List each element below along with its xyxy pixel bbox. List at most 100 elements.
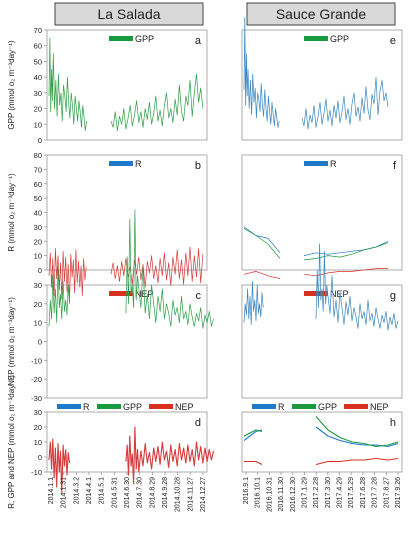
x-tick-label: 2016.9.1 <box>243 477 250 504</box>
x-tick-label: 2017.9.26 <box>395 477 402 508</box>
legend-swatch <box>57 404 81 409</box>
x-tick-label: 2014.9.28 <box>162 477 169 508</box>
x-tick-label: 2014.5.31 <box>111 477 118 508</box>
legend-label: NEP <box>175 402 194 412</box>
legend-label: GPP <box>318 402 337 412</box>
x-tick-label: 2014.4.1 <box>86 477 93 504</box>
legend-swatch <box>252 404 276 409</box>
x-tick-label: 2016.10.1 <box>255 477 262 508</box>
series-nep-line <box>48 248 87 302</box>
panel-e: GPP e <box>241 17 403 141</box>
plot-frame <box>46 29 208 141</box>
x-tick-label: 2014.1.1 <box>48 477 55 504</box>
x-tick-label: 2017.1.29 <box>301 477 308 508</box>
legend-swatch <box>344 404 368 409</box>
legend-swatch <box>304 291 328 296</box>
y-tick-label: 40 <box>34 73 42 82</box>
y-tick-label: 20 <box>34 300 42 309</box>
panel-letter: d <box>195 417 201 429</box>
x-tick-label: 2017.4.29 <box>337 477 344 508</box>
legend-swatch <box>292 404 316 409</box>
x-tick-label: 2014.5.1 <box>99 477 106 504</box>
y-tick-label: 30 <box>34 223 42 232</box>
y-axis-label: R, GPP and NEP (mmol o₂ m⁻³day⁻¹) <box>7 375 16 509</box>
x-tick-label: 2017.3.30 <box>325 477 332 508</box>
legend-label: R <box>330 159 337 169</box>
y-axis-label: GPP (mmol o₂ m⁻³day⁻¹) <box>7 40 16 130</box>
header-box <box>54 2 204 26</box>
y-tick-label: -10 <box>31 356 42 365</box>
plot-frame <box>46 154 208 271</box>
plot-frame <box>46 284 208 399</box>
series-nep-line <box>110 246 204 288</box>
plot-frame <box>241 154 403 271</box>
series-gpp-line <box>243 227 281 259</box>
y-tick-label: 10 <box>34 319 42 328</box>
legend-label: R <box>135 159 142 169</box>
series-gpp-line <box>110 73 204 131</box>
legend-label: GPP <box>330 34 349 44</box>
y-tick-label: 20 <box>34 423 42 432</box>
series-nep-line <box>125 426 215 485</box>
y-tick-label: 60 <box>34 180 42 189</box>
x-tick-label: 2014.1.31 <box>61 477 68 508</box>
legend-label: GPP <box>123 402 142 412</box>
y-axis-label: NEP (mmol o₂ m⁻³day⁻¹) <box>7 297 16 386</box>
panel-d: -10 0 10 20 30 R, GPP and NEP (mmol o₂ m⁻³day… <box>7 375 215 512</box>
y-tick-label: 20 <box>34 105 42 114</box>
y-tick-label: 30 <box>34 89 42 98</box>
x-tick-label: 2014.6.30 <box>124 477 131 508</box>
legend-label: NEP <box>330 289 349 299</box>
x-tick-label: 2017.6.28 <box>360 477 367 508</box>
series-r-line <box>315 243 399 331</box>
x-tick-label: 2014.10.28 <box>175 477 182 512</box>
column-header-sauce-grande: Sauce Grande <box>246 2 396 26</box>
panel-g: NEP g <box>241 243 403 399</box>
y-tick-label: 30 <box>34 281 42 290</box>
y-tick-label: 60 <box>34 42 42 51</box>
legend-label: GPP <box>135 34 154 44</box>
y-tick-label: 0 <box>38 453 42 462</box>
y-tick-label: 0 <box>38 338 42 347</box>
y-tick-label: 40 <box>34 209 42 218</box>
x-tick-label: 2016.10.31 <box>266 477 273 512</box>
plot-frame <box>241 284 403 399</box>
series-r-line <box>243 226 281 254</box>
column-header-la-salada: La Salada <box>54 2 204 26</box>
legend-swatch <box>109 161 133 166</box>
y-tick-label: 50 <box>34 57 42 66</box>
panel-letter: h <box>390 417 396 429</box>
y-tick-label: -30 <box>31 394 42 403</box>
y-tick-label: 30 <box>34 408 42 417</box>
panel-letter: a <box>195 35 202 47</box>
panel-letter: g <box>390 290 396 302</box>
panel-letter: e <box>390 35 396 47</box>
x-tick-label: 2017.8.27 <box>383 477 390 508</box>
panel-letter: c <box>196 290 202 302</box>
y-tick-label: 70 <box>34 26 42 35</box>
series-nep-line <box>244 460 263 465</box>
legend-swatch <box>109 291 133 296</box>
header-box <box>246 2 396 26</box>
plot-frame <box>241 411 403 473</box>
x-tick-label: 2014.3.2 <box>73 477 80 504</box>
legend-swatch <box>109 36 133 41</box>
series-r-line <box>301 76 389 130</box>
y-tick-label: 0 <box>38 266 42 275</box>
x-tick-label: 2014.12.27 <box>200 477 207 512</box>
y-tick-label: 10 <box>34 438 42 447</box>
x-tick-label: 2017.7.28 <box>372 477 379 508</box>
legend-swatch <box>304 161 328 166</box>
y-tick-label: 10 <box>34 120 42 129</box>
legend-label: NEP <box>370 402 389 412</box>
series-r-line <box>315 426 399 448</box>
panel-letter: b <box>195 160 201 172</box>
y-tick-label: 50 <box>34 194 42 203</box>
series-gpp-line <box>48 265 70 327</box>
series-gpp-line <box>125 209 214 329</box>
panel-grid: 0 10 20 30 40 50 60 70 GPP (mmol o₂ m⁻³day⁻¹) GPP… <box>7 17 403 512</box>
y-tick-label: 0 <box>38 136 42 145</box>
